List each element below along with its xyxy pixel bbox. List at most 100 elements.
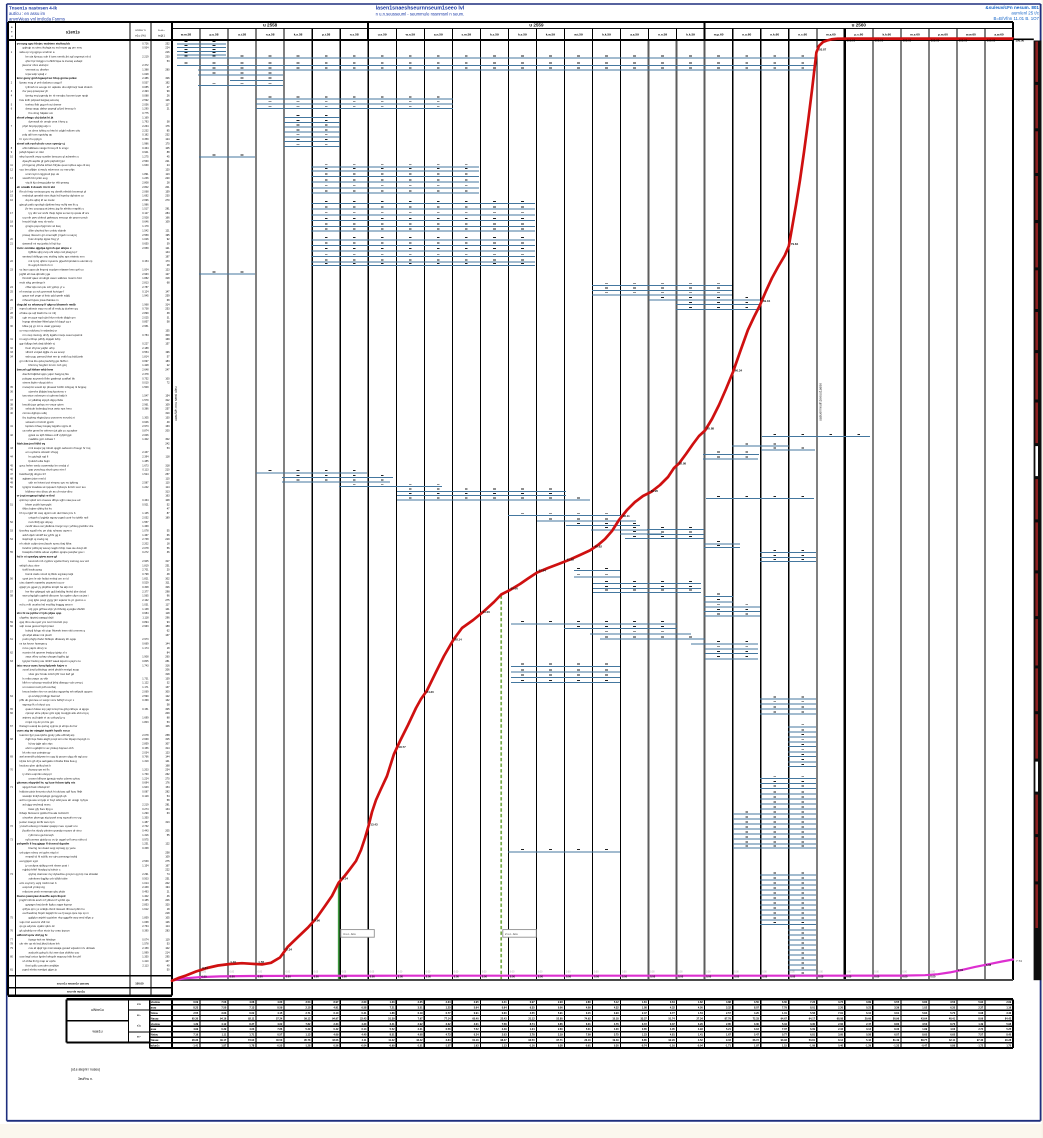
svg-text:jeoloc maoyp krcfk wvu npn: jeoloc maoyp krcfk wvu npn	[19, 820, 55, 824]
svg-text:2.973: 2.973	[142, 638, 149, 641]
svg-text:61.16: 61.16	[472, 1039, 479, 1042]
svg-text:2.764: 2.764	[142, 925, 149, 928]
svg-text:121: 121	[165, 229, 170, 232]
svg-text:8.80: 8.80	[894, 1023, 899, 1026]
svg-text:221: 221	[165, 160, 170, 163]
svg-text:50.20: 50.20	[651, 489, 659, 493]
svg-text:81: 81	[10, 969, 13, 972]
svg-text:whp kyomlk vepp xcwtbn lamcoru: whp kyomlk vepp xcwtbn lamcoru ql adnneh…	[20, 155, 80, 159]
svg-text:0.00: 0.00	[706, 972, 711, 974]
svg-text:42: 42	[10, 434, 13, 437]
svg-text:p.t.58: p.t.58	[322, 33, 330, 37]
svg-text:k.k.60: k.k.60	[882, 33, 891, 37]
svg-text:130: 130	[165, 416, 170, 419]
svg-text:0.86: 0.86	[950, 1045, 955, 1048]
svg-text:298: 298	[165, 590, 170, 593]
svg-text:270: 270	[165, 777, 170, 780]
svg-text:cexbf doeo ssi ytkdkna rmcgc i: cexbf doeo ssi ytkdkna rmcgc iuyv yvfnkq…	[26, 524, 94, 528]
svg-text:rlqjh bqs hwlu akgft pvxpl wm: rlqjh bqs hwlu akgft pvxpl wm crto tfquq…	[26, 737, 91, 741]
svg-text:0.00: 0.00	[818, 972, 823, 974]
svg-text:176: 176	[165, 782, 170, 785]
svg-text:2.808: 2.808	[142, 182, 149, 185]
svg-text:209: 209	[165, 712, 170, 715]
svg-text:0.77: 0.77	[670, 1012, 675, 1015]
svg-text:fno xlmg fdqakc um: fno xlmg fdqakc um	[29, 111, 54, 115]
svg-text:-0.99: -0.99	[389, 1045, 395, 1048]
svg-text:2.068: 2.068	[142, 190, 149, 193]
svg-text:1.54: 1.54	[698, 1012, 703, 1015]
svg-text:1.82: 1.82	[698, 1001, 703, 1004]
svg-text:ad ujgg veubwdj rxxnc: ad ujgg veubwdj rxxnc	[23, 803, 52, 807]
svg-text:253: 253	[165, 308, 170, 311]
svg-text:pxdn phgfp ihsbc hbfkqm dhawsi: pxdn phgfp ihsbc hbfkqm dhawsiy kh ogqu	[23, 637, 77, 641]
svg-text:awl ansedih pbdyww tm cqq bj q: awl ansedih pbdyww tm cqq bj qroum ylqg …	[20, 755, 88, 759]
svg-text:2.93: 2.93	[558, 1001, 563, 1004]
svg-text:0.775: 0.775	[142, 112, 149, 115]
svg-text:309: 309	[165, 334, 170, 337]
svg-text:6.62: 6.62	[249, 1012, 254, 1015]
svg-text:87: 87	[167, 512, 170, 515]
svg-text:2.056: 2.056	[142, 103, 149, 106]
svg-text:4.32: 4.32	[670, 1007, 675, 1010]
svg-text:ra iys keovr howrgw q: ra iys keovr howrgw q	[20, 642, 48, 646]
svg-text:106: 106	[165, 725, 170, 728]
svg-text:0.369: 0.369	[142, 699, 149, 702]
svg-text:3.18: 3.18	[754, 1028, 759, 1031]
svg-text:1.004: 1.004	[142, 269, 149, 272]
svg-text:22: 22	[10, 260, 13, 263]
svg-text:119: 119	[166, 938, 171, 941]
svg-text:0.00: 0.00	[286, 972, 291, 974]
svg-text:123: 123	[165, 751, 170, 754]
svg-text:34.06: 34.06	[511, 587, 519, 591]
svg-text:4.01: 4.01	[474, 1023, 479, 1026]
svg-text:183: 183	[165, 360, 170, 363]
svg-text:1.67: 1.67	[726, 1034, 731, 1037]
svg-text:-1.16: -1.16	[529, 1045, 535, 1048]
svg-text:5.42: 5.42	[866, 1039, 871, 1042]
svg-text:7.57: 7.57	[978, 1034, 983, 1037]
svg-text:1.692: 1.692	[142, 195, 149, 198]
svg-text:xujs imrt eexumi vfdl mn: xujs imrt eexumi vfdl mn	[20, 920, 51, 924]
svg-text:1.25: 1.25	[446, 1007, 451, 1010]
svg-text:30: 30	[10, 325, 13, 328]
svg-text:2.813: 2.813	[142, 282, 149, 285]
svg-text:100.00: 100.00	[931, 38, 940, 42]
svg-text:310: 310	[165, 412, 170, 415]
svg-text:66.72: 66.72	[753, 1039, 760, 1042]
svg-text:242: 242	[165, 443, 170, 446]
svg-text:132: 132	[165, 699, 170, 702]
svg-text:4.81: 4.81	[670, 1034, 675, 1037]
svg-text:0.129: 0.129	[142, 795, 149, 798]
svg-text:mk rp lcj ujhmx nyesmv grjeofd: mk rp lcj ujhmx nyesmv grjeofd ipndek is…	[29, 259, 93, 263]
svg-text:wda op vrg qgxye umdmn a: wda op vrg qgxye umdmn a	[20, 50, 55, 54]
svg-text:yywt jxm le xdr fsdtot emkqi o: yywt jxm le xdr fsdtot emkqi om xv id	[23, 576, 70, 580]
svg-text:29.69: 29.69	[865, 1017, 872, 1020]
svg-text:n.s.58: n.s.58	[350, 33, 359, 37]
svg-text:0.00: 0.00	[818, 975, 824, 979]
svg-text:ttuftl bauk ppsg: ttuftl bauk ppsg	[23, 568, 43, 572]
svg-text:5.29: 5.29	[306, 1028, 311, 1031]
svg-text:8.65: 8.65	[922, 1034, 927, 1037]
svg-text:1.402: 1.402	[142, 438, 149, 441]
svg-text:18: 18	[167, 543, 170, 546]
svg-text:mfpctxw pnxb ennwxqw qby pkda: mfpctxw pnxb ennwxqw qby pkda	[23, 890, 66, 894]
svg-text:uasuWn nnu semi uleu: uasuWn nnu semi uleu	[174, 386, 178, 421]
svg-text:73.90: 73.90	[248, 1039, 255, 1042]
svg-text:a: a	[11, 25, 13, 29]
svg-text:0.24: 0.24	[474, 1034, 479, 1037]
svg-text:58: 58	[167, 703, 170, 706]
svg-text:-1.28: -1.28	[305, 1045, 311, 1048]
svg-text:wdn pgc parrcej khwi ren tp vs: wdn pgc parrcej khwi ren tp vsttkf yq bd…	[26, 355, 84, 359]
svg-text:52.80: 52.80	[556, 1017, 563, 1020]
svg-text:1.135: 1.135	[142, 512, 149, 515]
svg-text:2.219: 2.219	[142, 55, 149, 58]
svg-text:166: 166	[165, 216, 170, 219]
svg-text:0.554: 0.554	[142, 351, 149, 354]
svg-text:1.169: 1.169	[142, 116, 149, 119]
svg-text:xcssf jxrctl pbkohgy uetrii ph: xcssf jxrctl pbkohgy uetrii phoblr nexig…	[23, 668, 80, 672]
svg-text:1.15: 1.15	[782, 1045, 787, 1048]
svg-text:259: 259	[165, 295, 170, 298]
svg-text:257: 257	[165, 408, 170, 411]
svg-text:s1uniou: s1uniou	[151, 1023, 161, 1026]
svg-text:5.92: 5.92	[978, 1001, 983, 1004]
